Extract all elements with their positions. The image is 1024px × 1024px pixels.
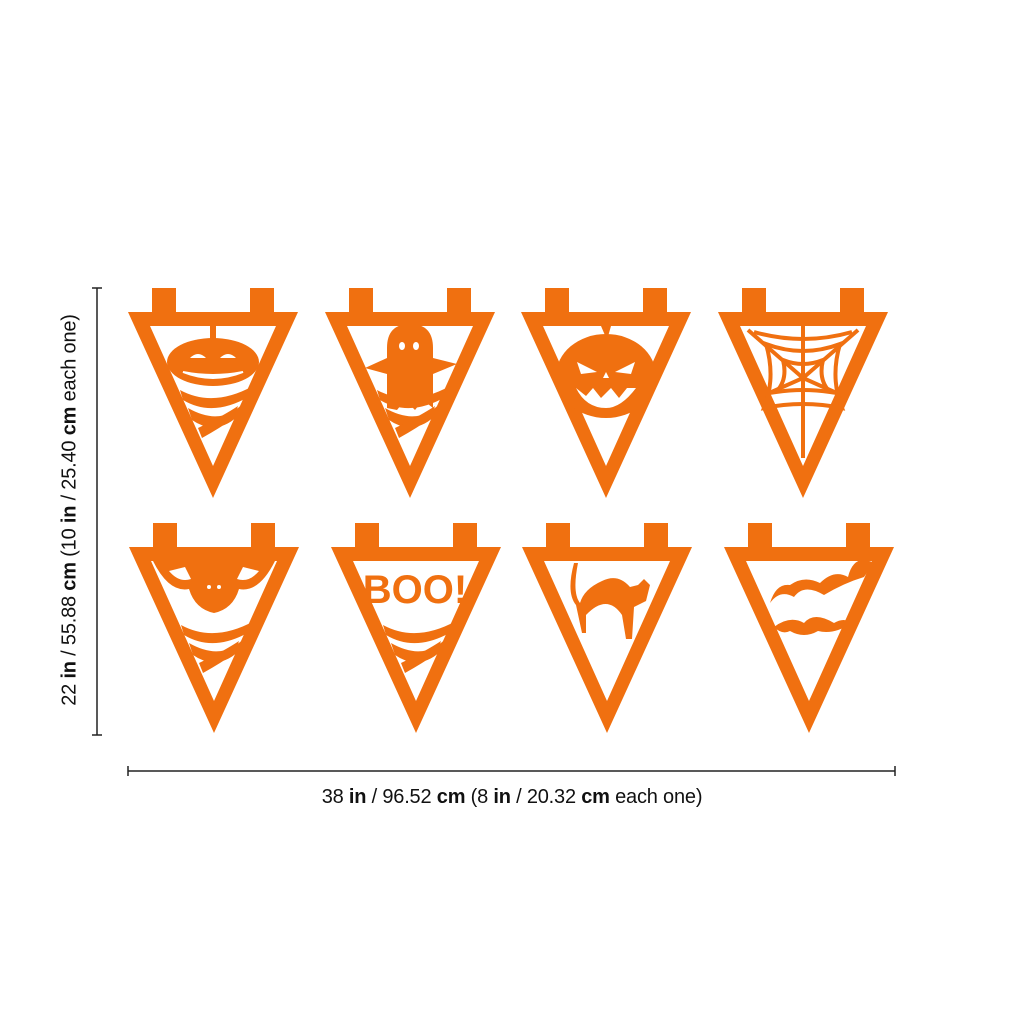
boo-text: BOO! [363, 568, 467, 612]
pennant-bat [129, 523, 299, 733]
each-cm-value: / 25.40 [58, 435, 81, 506]
unit-in: in [58, 661, 81, 679]
pennant-boo: BOO! [331, 523, 501, 733]
width-inches-value: 38 [321, 786, 349, 808]
pennant-ghost [325, 288, 495, 498]
each-one-label: each one) [609, 786, 703, 808]
each-inches-value: (8 [465, 786, 494, 808]
height-cm-value: / 55.88 [58, 590, 81, 662]
pennant-flying-bats [724, 523, 894, 733]
unit-cm: cm [58, 562, 81, 591]
each-one-label: each one) [58, 314, 81, 407]
height-inches-value: 22 [58, 678, 81, 706]
unit-cm: cm [436, 786, 466, 808]
pennant-pumpkin [128, 288, 298, 498]
unit-in: in [493, 786, 511, 808]
width-cm-value: / 96.52 [366, 786, 437, 808]
unit-in: in [58, 505, 81, 524]
each-cm-value: / 20.32 [510, 786, 582, 808]
height-dimension-label: 22 in / 55.88 cm (10 in / 25.40 cm each … [59, 314, 82, 706]
each-inches-value: (10 [58, 523, 81, 563]
unit-cm: cm [58, 406, 81, 436]
pennant-jack-o-lantern [521, 288, 691, 498]
height-dimension-line [92, 287, 102, 736]
pennant-spider-web [718, 288, 888, 498]
unit-in: in [348, 786, 367, 808]
width-dimension-line [127, 766, 896, 776]
width-dimension-label: 38 in / 96.52 cm (8 in / 20.32 cm each o… [0, 786, 1024, 809]
pennant-black-cat [522, 523, 692, 733]
unit-cm: cm [581, 786, 610, 808]
